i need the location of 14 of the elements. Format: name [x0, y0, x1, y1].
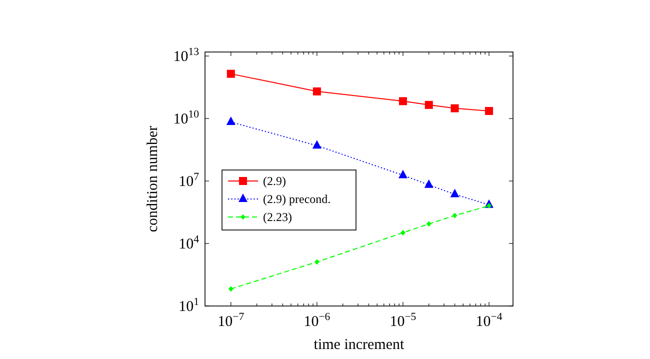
legend-label: (2.9)	[263, 174, 286, 188]
x-tick-label: 10$^{−5}$	[390, 311, 416, 330]
x-tick-label: 10$^{−6}$	[304, 311, 331, 330]
legend-label: (2.23)	[263, 210, 292, 224]
y-tick-label: 10$^{7}$	[178, 171, 200, 190]
y-axis-title: condition number	[145, 126, 161, 232]
y-tick-label: 10$^{1}$	[178, 296, 199, 315]
y-tick-label: 10$^{10}$	[173, 108, 199, 128]
y-tick-label: 10$^{13}$	[173, 46, 199, 66]
x-tick-label: 10$^{−4}$	[476, 311, 503, 330]
x-tick-label: 10$^{−7}$	[218, 311, 245, 330]
y-tick-label: 10$^{4}$	[178, 234, 200, 253]
x-axis-title: time increment	[314, 337, 406, 353]
legend-label: (2.9) precond.	[263, 192, 331, 206]
